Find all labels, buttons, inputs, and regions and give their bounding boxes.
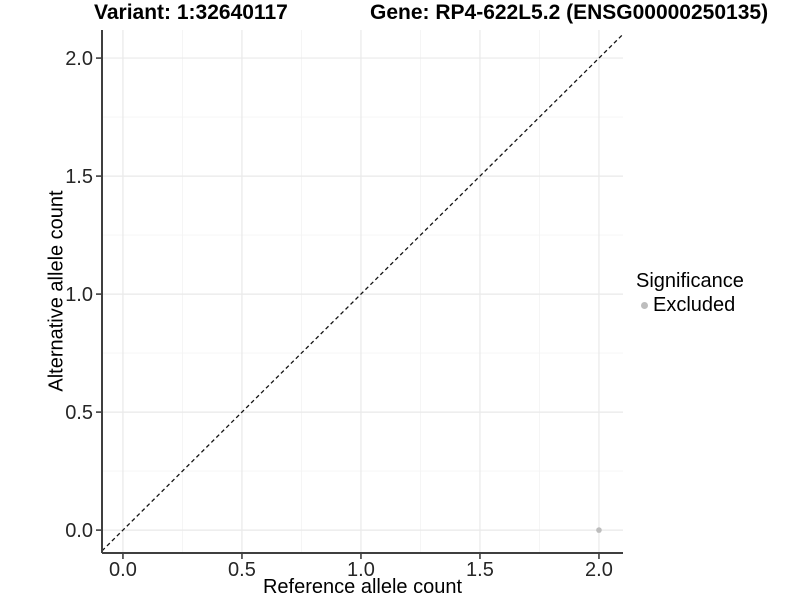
y-tick-label: 1.0 (65, 284, 93, 306)
y-tick-label: 0.0 (65, 520, 93, 542)
y-tick-label: 2.0 (65, 48, 93, 70)
x-tick-label: 0.0 (109, 559, 137, 581)
x-axis-title: Reference allele count (262, 576, 462, 598)
y-tick-label: 0.5 (65, 402, 93, 424)
x-tick-label: 2.0 (585, 559, 613, 581)
legend-item-label: Excluded (653, 294, 736, 316)
plot-title-gene: Gene: RP4-622L5.2 (ENSG00000250135) (370, 1, 769, 24)
excluded-point-icon (641, 301, 648, 309)
x-tick-label: 1.5 (466, 559, 494, 581)
data-point (596, 527, 602, 533)
plot-title-variant: Variant: 1:32640117 (94, 1, 288, 24)
x-tick-label: 0.5 (228, 559, 256, 581)
x-tick-label: 1.0 (347, 559, 375, 581)
identity-reference-line (101, 33, 624, 552)
legend-title: Significance (636, 270, 744, 292)
y-axis-title: Alternative allele count (45, 190, 68, 392)
legend-item-excluded: Excluded (636, 294, 744, 316)
y-tick-label: 1.5 (65, 166, 93, 188)
legend: Significance Excluded (636, 270, 744, 316)
